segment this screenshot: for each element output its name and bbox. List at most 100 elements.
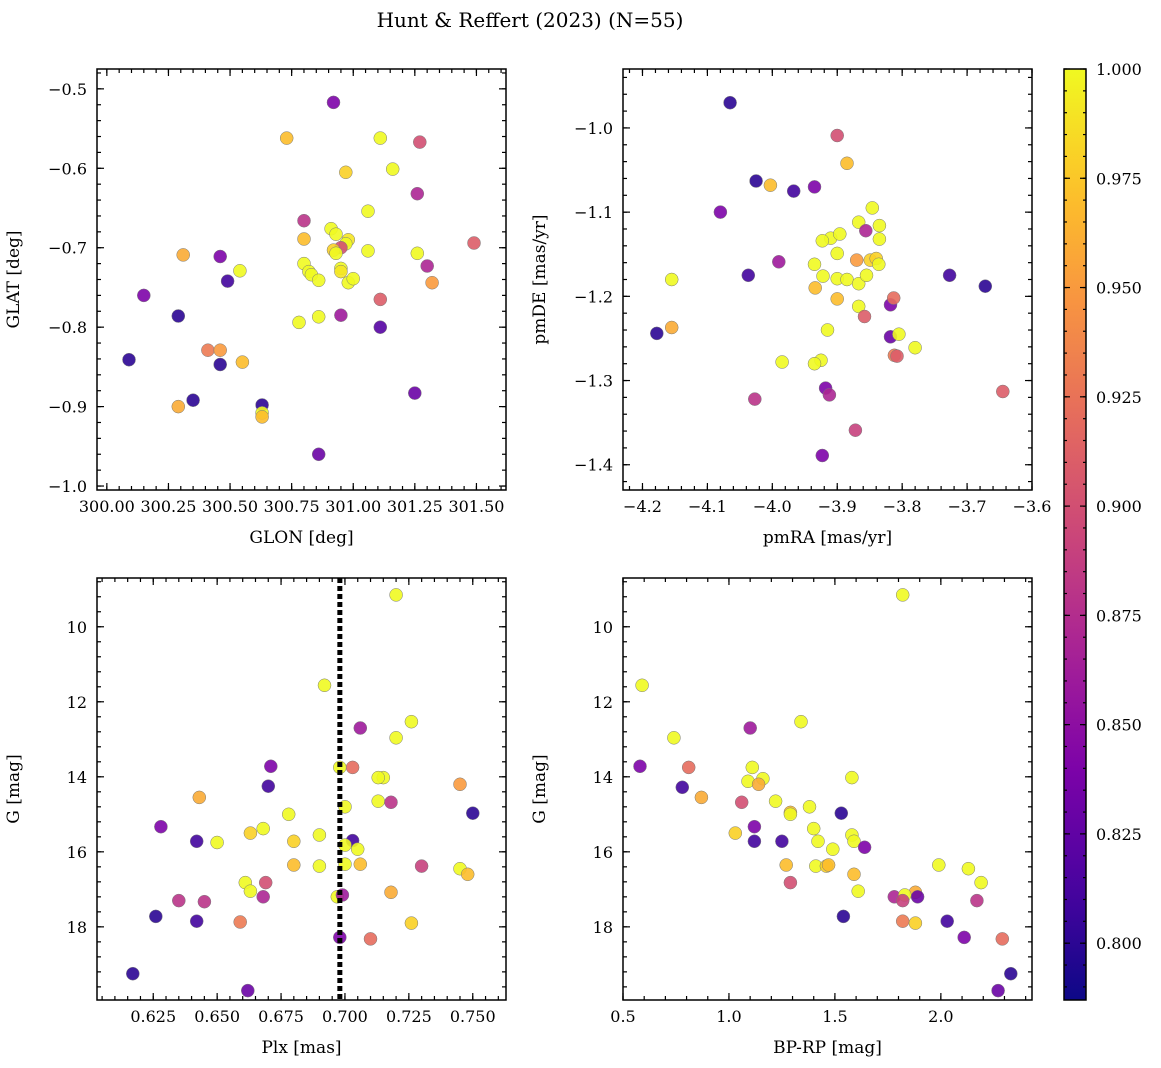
data-point — [859, 268, 874, 283]
data-point — [137, 288, 151, 303]
data-point — [346, 271, 360, 286]
data-point — [404, 916, 419, 930]
data-point — [851, 276, 866, 291]
data-point — [775, 834, 789, 849]
data-point — [350, 842, 365, 856]
data-point — [353, 721, 368, 735]
data-point — [210, 835, 224, 850]
panel-2: −4.2 −4.1 −4.0 −3.9 −3.8 −3.7 −3.6 −1.4 −1.3 −1.2… — [530, 68, 1052, 548]
data-point — [932, 858, 946, 872]
data-point — [339, 165, 353, 180]
y-tick-label: −1.1 — [574, 203, 613, 222]
data-point — [384, 885, 398, 900]
data-point — [192, 790, 207, 805]
data-point — [404, 714, 419, 729]
data-point — [961, 861, 976, 876]
data-point — [1004, 966, 1018, 981]
data-point — [667, 731, 681, 745]
x-tick-label: 0.700 — [322, 1007, 368, 1026]
data-point — [176, 248, 190, 262]
y-tick-label: −1.3 — [574, 372, 613, 391]
data-point — [723, 95, 737, 110]
data-point — [255, 410, 269, 424]
data-point — [840, 272, 854, 287]
colorbar-tick-label: 0.925 — [1096, 388, 1142, 407]
data-point — [840, 156, 854, 171]
x-tick-label: −4.1 — [688, 497, 727, 516]
data-point — [908, 916, 923, 930]
panel-3: 0.625 0.650 0.675 0.700 0.725 0.750 10 12 14 16 18… — [4, 577, 507, 1058]
data-point — [694, 790, 709, 805]
x-tick-label: 301.25 — [387, 497, 443, 516]
y-tick-label: −1.0 — [574, 119, 613, 138]
data-point — [264, 759, 278, 774]
x-tick-label: 0.675 — [258, 1007, 304, 1026]
axes-frame — [622, 577, 1033, 1001]
y-tick-label: 10 — [67, 618, 87, 637]
panels: 300.00 300.25 300.50 300.75 301.00 301.25 301.… — [4, 68, 1052, 1058]
data-point — [872, 257, 886, 272]
data-point — [847, 867, 861, 882]
data-point — [808, 281, 822, 295]
colorbar: 0.800 0.825 0.850 0.875 0.900 0.925 0.950 0.975… — [1063, 60, 1142, 1001]
data-point — [815, 448, 830, 463]
data-point — [329, 227, 343, 241]
data-point — [895, 914, 910, 928]
y-tick-label: −1.2 — [574, 287, 613, 306]
data-point — [664, 320, 679, 335]
data-point — [848, 423, 863, 437]
axes-frame — [96, 577, 507, 1001]
data-point — [334, 308, 348, 322]
colorbar-tick-label: 0.875 — [1096, 606, 1142, 625]
colorbar-tick-label: 0.975 — [1096, 169, 1142, 188]
data-point — [830, 246, 844, 261]
data-point — [857, 309, 872, 324]
data-point — [713, 205, 728, 219]
data-point — [171, 399, 186, 414]
data-point — [857, 840, 872, 855]
data-point — [233, 264, 247, 278]
data-point — [734, 795, 749, 810]
data-point — [233, 915, 247, 929]
data-point — [186, 393, 200, 407]
data-point — [942, 268, 957, 283]
data-point — [172, 893, 186, 908]
data-point — [287, 834, 301, 849]
data-point — [385, 162, 400, 176]
y-tick-label: −0.7 — [48, 239, 87, 258]
y-tick-label: −1.0 — [48, 477, 87, 496]
data-point — [326, 95, 341, 110]
data-point — [728, 826, 743, 840]
x-tick-label: 2.0 — [928, 1007, 953, 1026]
x-tick-label: 0.750 — [450, 1007, 496, 1026]
y-tick-label: 16 — [67, 843, 87, 862]
data-point — [389, 731, 403, 745]
panel-4: 0.5 1.0 1.5 2.0 10 12 14 16 18 BP-RP [mag] G [mag] — [530, 577, 1033, 1058]
data-point — [311, 310, 326, 324]
data-point — [466, 806, 480, 820]
data-point — [261, 779, 276, 793]
data-point — [807, 180, 822, 194]
data-point — [957, 930, 971, 945]
x-tick-label: 0.725 — [386, 1007, 432, 1026]
data-point — [189, 914, 204, 928]
y-axis-label: G [mag] — [530, 754, 550, 823]
data-point — [312, 859, 327, 873]
data-point — [820, 323, 835, 337]
data-point — [361, 204, 375, 218]
data-point — [371, 770, 385, 785]
figure-title: Hunt & Reffert (2023) (N=55) — [377, 8, 684, 32]
data-point — [741, 268, 756, 283]
x-tick-label: 301.00 — [325, 497, 381, 516]
data-point — [635, 678, 649, 693]
data-point — [410, 246, 425, 261]
x-tick-label: −3.6 — [1013, 497, 1052, 516]
data-point — [311, 447, 326, 462]
data-point — [834, 806, 849, 820]
data-point — [970, 893, 984, 908]
data-point — [420, 259, 434, 273]
y-tick-label: 18 — [593, 918, 613, 937]
data-point — [213, 357, 227, 372]
colorbar-tick-label: 0.850 — [1096, 716, 1142, 735]
